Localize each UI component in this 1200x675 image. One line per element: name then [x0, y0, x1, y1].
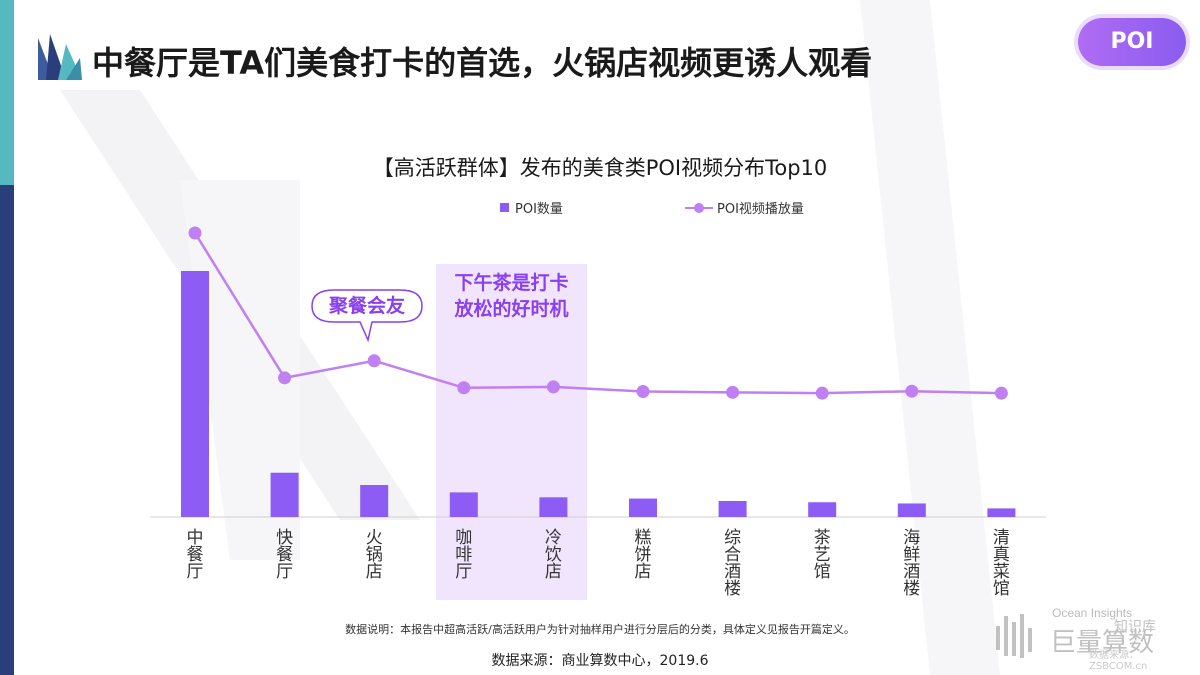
bar-7	[718, 501, 747, 517]
highlight-annotation-line2: 放松的好时机	[454, 298, 569, 320]
line-point-10	[994, 386, 1008, 400]
category-label-5: 冷饮店	[544, 528, 562, 582]
left-accent-bar-top	[0, 0, 14, 185]
line-point-9	[905, 384, 919, 398]
watermark-bars-icon	[996, 614, 1032, 658]
category-label-2: 快餐厅	[276, 528, 294, 582]
poi-badge[interactable]: POI	[1078, 18, 1186, 66]
chart-title: 【高活跃群体】发布的美食类POI视频分布Top10	[372, 156, 828, 180]
bar-1	[181, 271, 209, 517]
callout-bubble	[311, 289, 423, 343]
series-line	[193, 232, 1002, 395]
line-point-4	[457, 381, 471, 395]
bar-5	[539, 497, 568, 517]
watermark-ocean-insights: Ocean Insights	[1052, 606, 1133, 620]
legend-line-swatch	[685, 202, 713, 214]
legend-bar-label: POI数量	[515, 202, 563, 217]
line-point-2	[278, 371, 292, 385]
line-point-8	[815, 386, 829, 400]
legend-line-label: POI视频播放量	[717, 202, 804, 217]
line-point-6	[636, 384, 650, 398]
legend-item-bar: POI数量	[500, 198, 563, 217]
watermark-source: 数据来源：ZSBCOM.cn	[1089, 650, 1148, 672]
category-label-9: 海鲜酒楼	[903, 528, 921, 599]
category-label-10: 清真菜馆	[992, 528, 1010, 599]
callout-annotation: 聚餐会友	[328, 295, 405, 317]
bar-4	[449, 492, 478, 517]
category-label-1: 中餐厅	[186, 528, 204, 582]
logo-icon	[38, 34, 82, 80]
category-label-7: 综合酒楼	[724, 528, 742, 599]
line-point-5	[546, 380, 560, 394]
category-label-3: 火锅店	[365, 528, 383, 582]
bar-3	[360, 485, 389, 517]
bar-2	[270, 472, 299, 517]
data-source: 数据来源：商业算数中心，2019.6	[491, 653, 709, 669]
bar-8	[808, 502, 837, 517]
watermark: Ocean Insights 巨量算数 知识库 数据来源：ZSBCOM.cn	[994, 606, 1194, 672]
bar-6	[629, 498, 657, 517]
legend-item-line: POI视频播放量	[685, 198, 804, 217]
category-label-4: 咖啡厅	[455, 528, 473, 582]
line-point-7	[726, 385, 740, 399]
category-label-6: 糕饼店	[634, 528, 652, 582]
bar-9	[897, 503, 926, 517]
line-point-3	[367, 354, 381, 368]
highlight-annotation: 下午茶是打卡 放松的好时机	[436, 270, 587, 322]
legend-bar-swatch	[500, 203, 509, 212]
data-note: 数据说明：本报告中超高活跃/高活跃用户为针对抽样用户进行分层后的分类，具体定义见…	[345, 623, 855, 636]
line-point-1	[188, 226, 202, 240]
watermark-brand: 巨量算数	[1050, 628, 1155, 658]
category-label-8: 茶艺馆	[813, 528, 831, 582]
watermark-knowledge: 知识库	[1114, 619, 1156, 635]
highlight-region	[436, 264, 587, 600]
left-accent-bar-bottom	[0, 185, 14, 675]
page-title: 中餐厅是TA们美食打卡的首选，火锅店视频更诱人观看	[92, 44, 873, 82]
highlight-annotation-line1: 下午茶是打卡	[454, 272, 569, 294]
bar-10	[987, 508, 1016, 517]
